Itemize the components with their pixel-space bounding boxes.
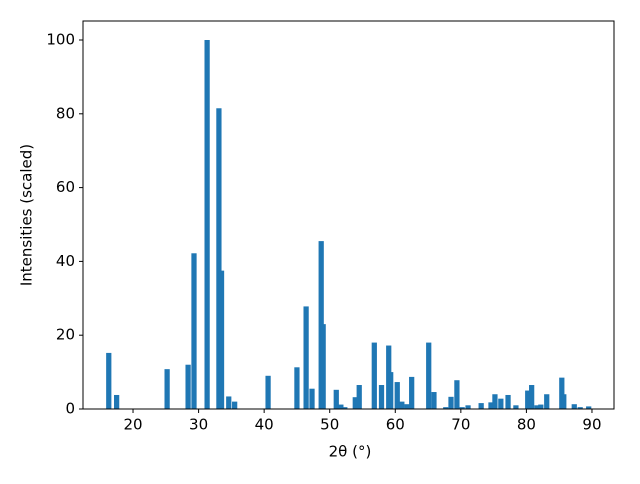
y-axis-label: Intensities (scaled) [18, 144, 36, 286]
bar [538, 404, 544, 409]
bar [204, 40, 210, 410]
bar [338, 404, 344, 409]
x-axis-label: 2θ (°) [329, 443, 372, 461]
bar [191, 253, 197, 409]
bar [303, 306, 309, 409]
bar [232, 401, 238, 409]
bar [226, 396, 232, 409]
bar [498, 398, 504, 409]
bar [164, 369, 170, 409]
bar [404, 404, 410, 409]
bar [448, 396, 454, 409]
bar [577, 407, 583, 409]
bar [399, 401, 405, 409]
bar [478, 403, 484, 409]
bar [216, 108, 222, 410]
y-tick-label: 0 [65, 400, 75, 418]
y-tick-label: 60 [56, 178, 75, 196]
bar [394, 382, 400, 409]
y-tick-label: 100 [46, 31, 75, 49]
bar [388, 372, 394, 409]
bar [544, 394, 550, 409]
x-tick-label: 90 [582, 416, 601, 434]
bar [342, 407, 348, 409]
bar [218, 270, 225, 409]
y-tick-label: 40 [56, 252, 75, 270]
bar [431, 392, 437, 409]
y-tick-label: 20 [56, 326, 75, 344]
x-tick-label: 50 [320, 416, 339, 434]
x-tick-label: 60 [386, 416, 405, 434]
bar [454, 380, 460, 409]
x-tick-label: 20 [123, 416, 142, 434]
bar [409, 376, 415, 409]
bar [513, 405, 519, 409]
bar [356, 385, 362, 409]
bar [559, 377, 565, 409]
bar [294, 367, 300, 409]
bar [586, 406, 592, 409]
bar [529, 385, 535, 409]
bar [571, 404, 577, 409]
bar [371, 342, 377, 409]
y-tick-label: 80 [56, 104, 75, 122]
bar [185, 364, 191, 409]
bar [426, 342, 432, 409]
x-tick-label: 40 [255, 416, 274, 434]
plot-frame [82, 20, 615, 410]
bar [488, 402, 494, 409]
bar [525, 390, 531, 409]
bar [443, 407, 449, 409]
bar [352, 397, 358, 409]
bar [534, 405, 540, 409]
x-tick-label: 70 [451, 416, 470, 434]
bar [333, 389, 339, 409]
bar [114, 394, 120, 409]
bar [492, 394, 498, 409]
bar [265, 375, 271, 409]
bar [561, 394, 567, 409]
x-tick-label: 30 [189, 416, 208, 434]
bar [378, 385, 385, 409]
bar [465, 405, 471, 409]
bar [309, 388, 315, 409]
bar [459, 407, 465, 409]
bar [505, 394, 511, 409]
x-tick-label: 80 [517, 416, 536, 434]
bar [106, 352, 112, 409]
bar [320, 324, 326, 409]
